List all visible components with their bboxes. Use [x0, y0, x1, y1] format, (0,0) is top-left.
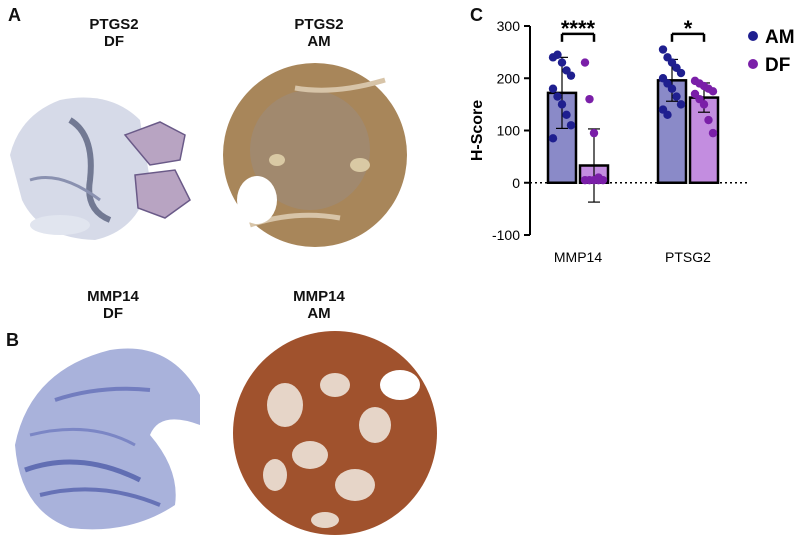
- core-title-line2: AM: [307, 33, 331, 50]
- data-point-am: [667, 84, 677, 93]
- data-point-am: [548, 134, 558, 143]
- tissue-core-mmp14-df: [15, 348, 200, 530]
- data-point-df: [589, 128, 599, 138]
- x-category-label: MMP14: [554, 249, 602, 265]
- core-title-ptgs2-am: PTGS2 AM: [239, 16, 399, 50]
- data-point-df: [585, 94, 594, 104]
- core-title-line2: DF: [104, 33, 124, 50]
- data-point-am: [663, 110, 672, 120]
- data-point-am: [566, 121, 576, 130]
- panel-letter-c: C: [470, 5, 483, 25]
- legend-marker-df: [748, 59, 758, 69]
- data-point-am: [553, 92, 562, 101]
- y-tick-label: 0: [512, 175, 520, 191]
- panel-letter-a: A: [8, 5, 21, 25]
- data-point-df: [594, 175, 603, 185]
- core-title-line1: MMP14: [293, 288, 345, 305]
- core-title-line2: DF: [103, 305, 123, 322]
- core-title-mmp14-am: MMP14 AM: [239, 288, 399, 322]
- data-point-am: [676, 68, 686, 78]
- data-point-am: [658, 45, 668, 54]
- y-tick-label: 100: [497, 123, 521, 139]
- core-title-line2: AM: [307, 305, 331, 322]
- significance-label: *: [684, 16, 693, 41]
- tissue-core-ptgs2-am: [223, 63, 407, 247]
- y-axis-label: H-Score: [469, 100, 486, 161]
- tissue-core-ptgs2-df: [10, 97, 191, 240]
- data-point-am: [557, 100, 567, 109]
- core-title-line1: PTGS2: [89, 16, 139, 33]
- data-point-df: [580, 58, 590, 67]
- data-point-df: [708, 87, 718, 96]
- y-tick-label: 300: [497, 18, 521, 34]
- data-point-am: [676, 100, 686, 109]
- data-point-am: [562, 110, 571, 120]
- data-point-df: [708, 128, 718, 138]
- significance-label: ****: [561, 16, 596, 41]
- panel-letter-b: B: [6, 330, 19, 350]
- x-category-label: PTSG2: [665, 249, 711, 265]
- legend-label-df: DF: [765, 55, 790, 76]
- core-title-mmp14-df: MMP14 DF: [33, 288, 193, 322]
- data-point-am: [672, 92, 681, 101]
- legend-label-am: AM: [765, 27, 795, 48]
- data-point-am: [557, 58, 567, 67]
- data-point-df: [699, 100, 709, 109]
- tissue-core-mmp14-am: [233, 331, 437, 535]
- core-title-ptgs2-df: PTGS2 DF: [34, 16, 194, 50]
- y-tick-label: 200: [497, 70, 521, 86]
- legend-marker-am: [748, 31, 758, 41]
- data-point-df: [704, 115, 713, 125]
- core-title-line1: MMP14: [87, 288, 139, 305]
- data-point-am: [566, 71, 576, 80]
- data-point-am: [548, 84, 558, 93]
- data-point-am: [553, 50, 562, 59]
- y-tick-label: -100: [492, 227, 520, 243]
- core-title-line1: PTGS2: [294, 16, 344, 33]
